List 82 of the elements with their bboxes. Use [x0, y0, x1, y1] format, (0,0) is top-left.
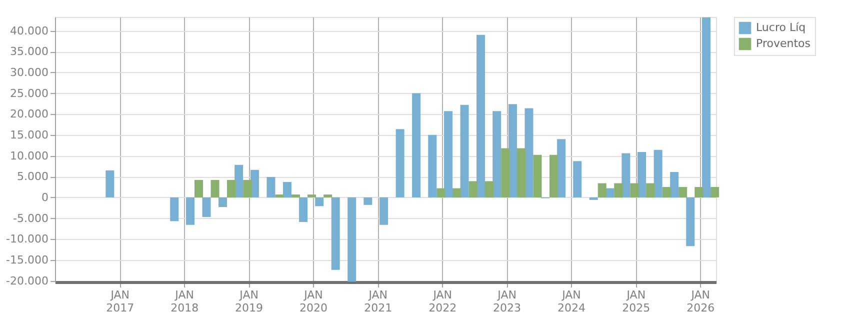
legend-label: Proventos [756, 37, 811, 50]
bar [291, 194, 300, 198]
bar [436, 188, 446, 198]
x-tick-label: JAN 2022 [428, 288, 457, 313]
bar [557, 139, 566, 198]
x-tick-label: JAN 2023 [493, 288, 522, 313]
bar [492, 111, 502, 198]
bar [694, 187, 704, 198]
bar [202, 197, 211, 217]
y-tick-label: 30.000 [10, 66, 48, 79]
x-tick-label: JAN 2019 [235, 288, 264, 313]
bar [194, 180, 204, 198]
bar [210, 180, 220, 198]
bar [234, 164, 244, 198]
y-tick-label: 0 [42, 190, 48, 204]
bar [106, 170, 114, 198]
y-tick-label: 5.000 [17, 170, 48, 184]
bar [299, 197, 308, 222]
bar [452, 188, 462, 198]
bar [589, 197, 598, 200]
bar [243, 180, 252, 198]
y-tick-label: -15.000 [6, 253, 48, 266]
bar [380, 197, 388, 225]
bar [324, 194, 332, 198]
bar [218, 197, 228, 207]
bar [331, 197, 340, 270]
y-tick-label: -10.000 [6, 232, 48, 246]
bar [412, 93, 421, 198]
bar [396, 129, 404, 198]
bar [630, 183, 639, 198]
bar [444, 111, 453, 198]
bar [646, 183, 655, 198]
bar [573, 161, 582, 198]
y-tick-label: 25.000 [10, 86, 48, 100]
bar [485, 181, 494, 198]
x-tick-label: JAN 2018 [170, 288, 199, 313]
bar [250, 170, 259, 198]
bar [275, 194, 284, 198]
bar [282, 182, 292, 198]
bar [501, 148, 510, 198]
bar [702, 17, 711, 198]
bar [428, 134, 437, 198]
bar [524, 108, 534, 198]
bar [549, 154, 558, 198]
bar [348, 197, 356, 282]
bar [468, 181, 478, 198]
x-tick-label: JAN 2021 [364, 288, 392, 313]
y-tick-label: -5.000 [13, 212, 48, 225]
bar [614, 183, 623, 198]
bar [508, 104, 517, 198]
x-tick-label: JAN 2025 [622, 288, 650, 313]
bar [686, 197, 695, 246]
y-tick-label: 20.000 [10, 108, 48, 121]
bar [170, 197, 179, 222]
bar [678, 187, 688, 198]
bar [638, 152, 646, 198]
bar [516, 148, 526, 198]
bar [598, 183, 606, 198]
y-tick-label: -20.000 [6, 274, 48, 288]
y-tick-label: 35.000 [10, 45, 48, 58]
bar [186, 197, 195, 225]
y-tick-label: 40.000 [10, 24, 48, 38]
bar [710, 187, 720, 198]
bar [662, 187, 671, 198]
bar [364, 197, 372, 205]
bar [622, 153, 630, 198]
x-tick-label: JAN 2017 [106, 288, 134, 313]
y-tick-label: 10.000 [10, 149, 48, 162]
bar [476, 34, 486, 198]
bar [460, 104, 469, 198]
bar [227, 180, 236, 198]
bar [533, 154, 542, 198]
legend-label: Lucro Líq [756, 21, 806, 34]
bar [670, 172, 679, 198]
x-tick-label: JAN 2026 [686, 288, 715, 313]
bar [266, 177, 276, 198]
x-tick-label: JAN 2020 [300, 288, 328, 313]
x-tick-label: JAN 2024 [558, 288, 586, 313]
bar [654, 150, 662, 198]
y-tick-label: 15.000 [10, 128, 48, 142]
bar [315, 197, 324, 206]
bar [308, 194, 316, 198]
